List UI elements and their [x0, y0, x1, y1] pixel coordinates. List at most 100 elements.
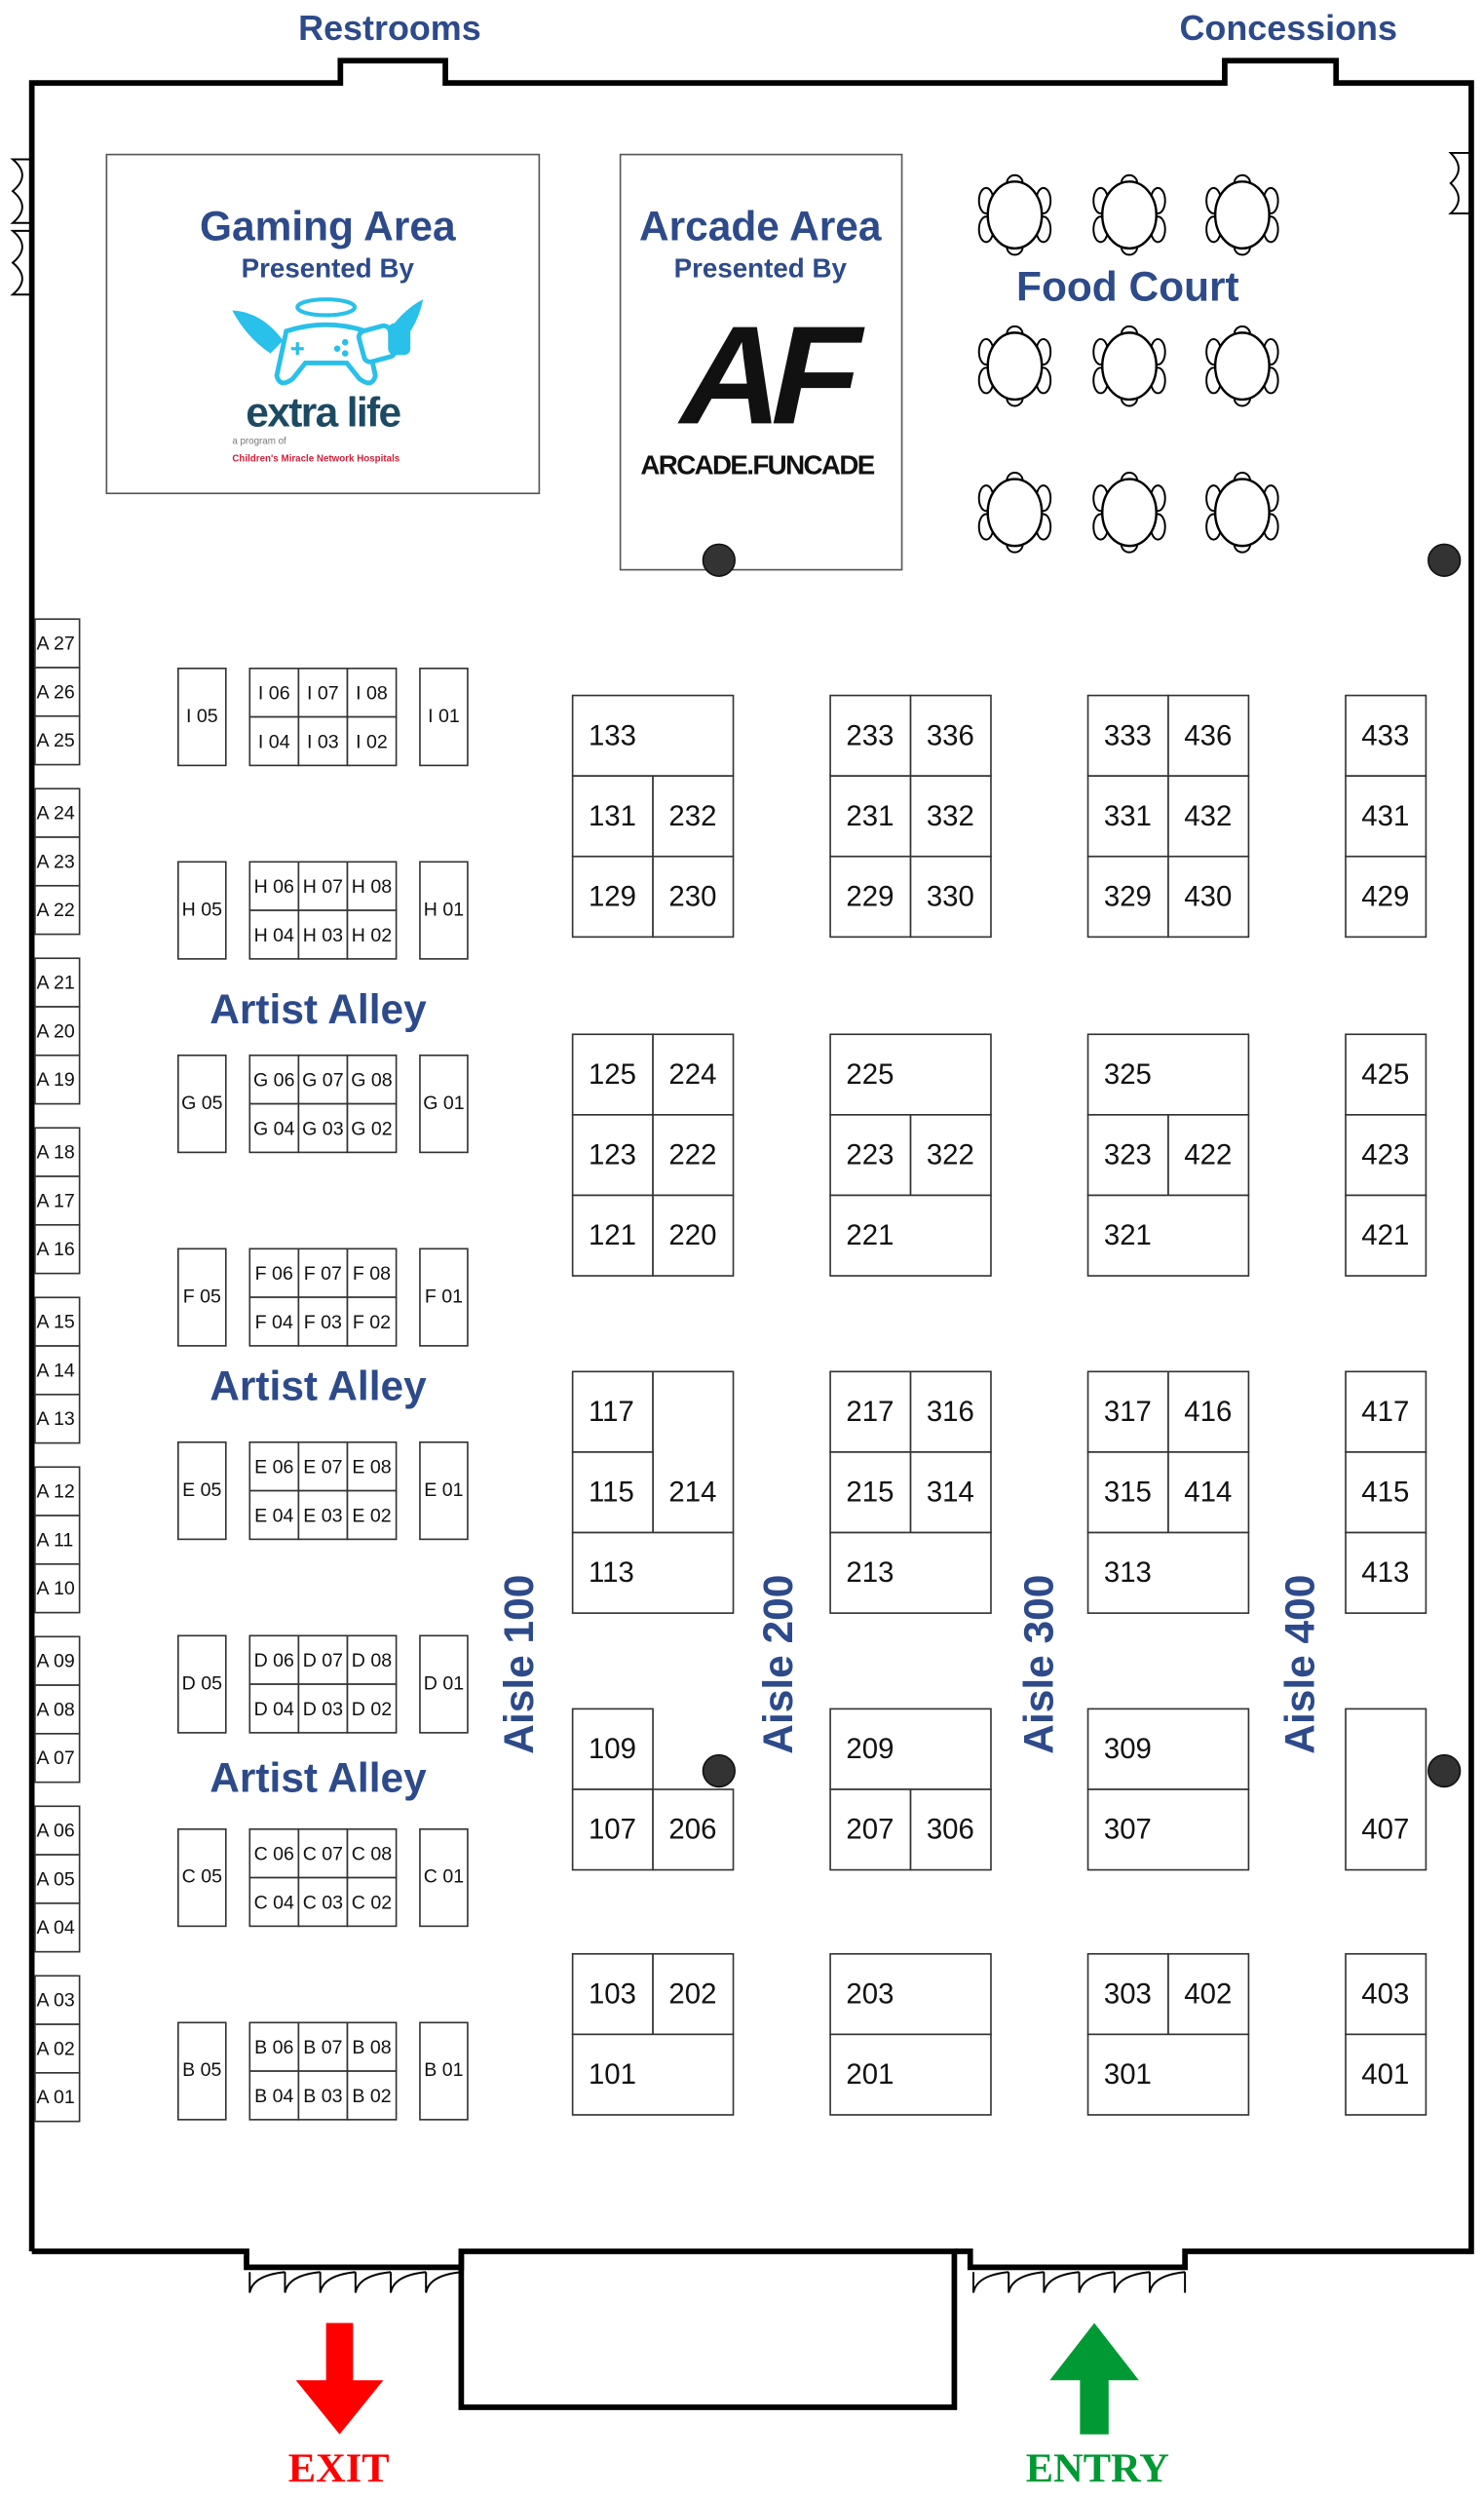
booth[interactable]: 425: [1345, 1033, 1427, 1116]
booth[interactable]: B 03: [297, 2070, 349, 2121]
booth[interactable]: A 18: [34, 1127, 81, 1177]
booth[interactable]: D 04: [248, 1683, 300, 1734]
booth[interactable]: 403: [1345, 1952, 1427, 2036]
booth[interactable]: 307: [1086, 1788, 1250, 1871]
booth[interactable]: 125: [571, 1033, 654, 1116]
booth[interactable]: I 06: [248, 668, 300, 718]
booth[interactable]: D 07: [297, 1634, 349, 1685]
booth[interactable]: 230: [652, 855, 735, 939]
booth[interactable]: 306: [909, 1788, 992, 1871]
booth[interactable]: 214: [652, 1370, 735, 1534]
booth[interactable]: 220: [652, 1194, 735, 1277]
booth[interactable]: F 02: [346, 1296, 398, 1347]
booth[interactable]: A 17: [34, 1175, 81, 1226]
booth[interactable]: 225: [829, 1033, 992, 1116]
booth[interactable]: 231: [829, 775, 912, 858]
booth[interactable]: F 05: [177, 1248, 227, 1347]
booth[interactable]: 430: [1167, 855, 1250, 939]
booth[interactable]: 223: [829, 1114, 912, 1197]
booth[interactable]: C 05: [177, 1827, 227, 1928]
booth[interactable]: A 15: [34, 1296, 81, 1347]
booth[interactable]: A 09: [34, 1635, 81, 1686]
booth[interactable]: 407: [1345, 1708, 1427, 1871]
booth[interactable]: 213: [829, 1531, 992, 1614]
booth[interactable]: 113: [571, 1531, 735, 1614]
booth[interactable]: H 05: [177, 861, 227, 960]
booth[interactable]: A 23: [34, 836, 81, 887]
booth[interactable]: A 04: [34, 1902, 81, 1953]
booth[interactable]: A 05: [34, 1854, 81, 1904]
booth[interactable]: E 01: [419, 1440, 469, 1541]
booth[interactable]: 317: [1086, 1370, 1169, 1453]
booth[interactable]: A 20: [34, 1006, 81, 1056]
booth[interactable]: 432: [1167, 775, 1250, 858]
booth[interactable]: 101: [571, 2033, 735, 2116]
booth[interactable]: B 02: [346, 2070, 398, 2121]
booth[interactable]: A 14: [34, 1345, 81, 1396]
booth[interactable]: 325: [1086, 1033, 1250, 1116]
booth[interactable]: A 22: [34, 884, 81, 936]
booth[interactable]: 331: [1086, 775, 1169, 858]
booth[interactable]: 314: [909, 1451, 992, 1534]
booth[interactable]: 107: [571, 1788, 654, 1871]
booth[interactable]: I 05: [177, 668, 227, 767]
booth[interactable]: A 12: [34, 1466, 81, 1516]
booth[interactable]: 429: [1345, 855, 1427, 939]
booth[interactable]: 201: [829, 2033, 992, 2116]
booth[interactable]: 203: [829, 1952, 992, 2036]
booth[interactable]: F 08: [346, 1248, 398, 1298]
booth[interactable]: 221: [829, 1194, 992, 1277]
booth[interactable]: 416: [1167, 1370, 1250, 1453]
booth[interactable]: C 07: [297, 1827, 349, 1879]
booth[interactable]: A 01: [34, 2072, 81, 2123]
booth[interactable]: 233: [829, 694, 912, 777]
booth[interactable]: 117: [571, 1370, 654, 1453]
booth[interactable]: 323: [1086, 1114, 1169, 1197]
booth[interactable]: 301: [1086, 2033, 1250, 2116]
booth[interactable]: E 02: [346, 1489, 398, 1541]
booth[interactable]: 417: [1345, 1370, 1427, 1453]
booth[interactable]: 309: [1086, 1708, 1250, 1790]
booth[interactable]: 329: [1086, 855, 1169, 939]
booth[interactable]: 123: [571, 1114, 654, 1197]
booth[interactable]: E 07: [297, 1440, 349, 1492]
booth[interactable]: 217: [829, 1370, 912, 1453]
booth[interactable]: D 01: [419, 1634, 469, 1734]
booth[interactable]: C 03: [297, 1876, 349, 1928]
booth[interactable]: F 03: [297, 1296, 349, 1347]
booth[interactable]: 436: [1167, 694, 1250, 777]
booth[interactable]: 129: [571, 855, 654, 939]
booth[interactable]: A 02: [34, 2023, 81, 2074]
booth[interactable]: I 04: [248, 715, 300, 767]
booth[interactable]: 222: [652, 1114, 735, 1197]
booth[interactable]: 131: [571, 775, 654, 858]
booth[interactable]: G 05: [177, 1054, 227, 1154]
booth[interactable]: C 01: [419, 1827, 469, 1928]
booth[interactable]: 215: [829, 1451, 912, 1534]
booth[interactable]: 206: [652, 1788, 735, 1871]
booth[interactable]: 333: [1086, 694, 1169, 777]
booth[interactable]: A 26: [34, 667, 81, 717]
booth[interactable]: 421: [1345, 1194, 1427, 1277]
booth[interactable]: 401: [1345, 2033, 1427, 2116]
booth[interactable]: 414: [1167, 1451, 1250, 1534]
booth[interactable]: E 04: [248, 1489, 300, 1541]
booth[interactable]: 224: [652, 1033, 735, 1116]
booth[interactable]: 315: [1086, 1451, 1169, 1534]
booth[interactable]: I 08: [346, 668, 398, 718]
booth[interactable]: 423: [1345, 1114, 1427, 1197]
booth[interactable]: A 19: [34, 1054, 81, 1105]
booth[interactable]: 431: [1345, 775, 1427, 858]
booth[interactable]: A 08: [34, 1684, 81, 1735]
booth[interactable]: B 04: [248, 2070, 300, 2121]
booth[interactable]: A 10: [34, 1563, 81, 1614]
booth[interactable]: A 27: [34, 618, 81, 669]
booth[interactable]: F 01: [419, 1248, 469, 1347]
booth[interactable]: H 02: [346, 909, 398, 960]
booth[interactable]: 402: [1167, 1952, 1250, 2036]
booth[interactable]: G 08: [346, 1054, 398, 1105]
booth[interactable]: C 02: [346, 1876, 398, 1928]
booth[interactable]: E 05: [177, 1440, 227, 1541]
booth[interactable]: H 04: [248, 909, 300, 960]
booth[interactable]: A 13: [34, 1394, 81, 1444]
